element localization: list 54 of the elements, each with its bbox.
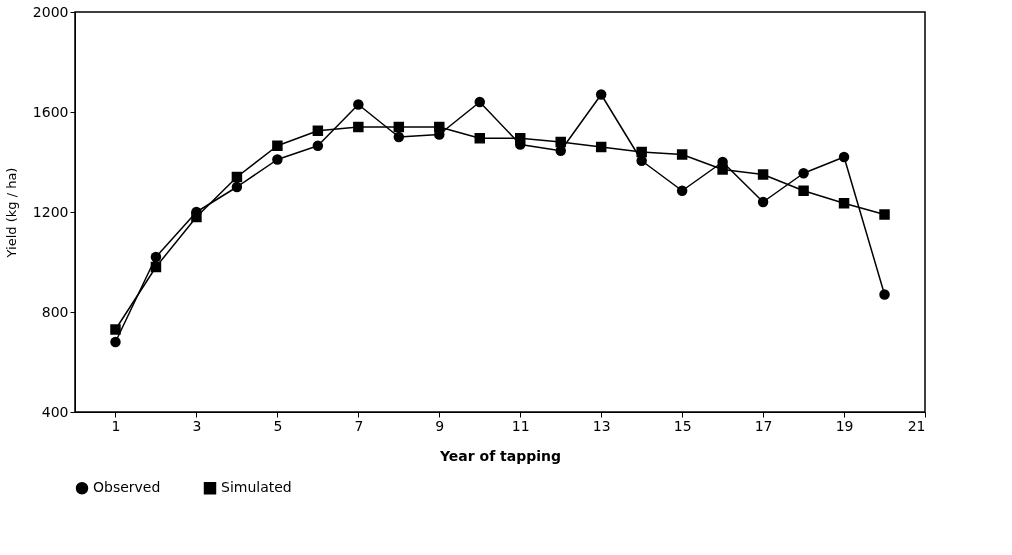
x-tick-label: 5 (273, 417, 283, 434)
y-tick-label: 1600 (32, 103, 69, 120)
point (150, 251, 162, 263)
y-tick-label: 2000 (32, 3, 69, 20)
y-axis-title: Yield (kg / ha) (3, 167, 19, 259)
x-tick-label: 21 (907, 417, 926, 434)
point (272, 154, 283, 165)
point (676, 149, 688, 160)
point (798, 185, 809, 196)
legend-label: Observed (93, 479, 161, 496)
point (555, 136, 566, 148)
point (353, 121, 364, 133)
point (717, 164, 728, 175)
point (676, 185, 688, 196)
x-tick-label: 7 (354, 417, 364, 434)
point (514, 133, 526, 144)
legend-label: Simulated (221, 479, 292, 496)
point (191, 211, 202, 223)
point (474, 96, 486, 108)
x-tick-label: 3 (192, 417, 202, 434)
y-tick-label: 800 (41, 303, 69, 320)
point (474, 133, 486, 144)
point (757, 169, 769, 180)
point (434, 121, 445, 133)
point (757, 196, 769, 208)
x-tick-label: 9 (435, 417, 445, 434)
point (231, 171, 243, 183)
x-tick-label: 11 (511, 417, 530, 434)
point (353, 99, 364, 110)
point (231, 181, 243, 193)
point (879, 209, 890, 220)
point (312, 125, 324, 136)
point (879, 289, 890, 300)
point (150, 261, 162, 273)
point (393, 131, 405, 143)
point (393, 121, 405, 133)
x-tick-label: 15 (673, 417, 692, 434)
point (838, 151, 850, 163)
x-tick-label: 13 (592, 417, 611, 434)
point (595, 141, 607, 153)
point (798, 168, 809, 179)
x-tick-label: 17 (754, 417, 773, 434)
point (636, 146, 647, 158)
point (110, 336, 121, 348)
x-tick-label: 1 (111, 417, 121, 434)
point (312, 140, 324, 151)
point (272, 140, 283, 151)
x-axis-title: Year of tapping (438, 447, 562, 464)
point (110, 324, 121, 335)
x-tick-label: 19 (835, 417, 854, 434)
y-tick-label: 400 (41, 403, 69, 420)
point (838, 198, 850, 209)
y-tick-label: 1200 (32, 203, 69, 220)
point (595, 89, 607, 100)
